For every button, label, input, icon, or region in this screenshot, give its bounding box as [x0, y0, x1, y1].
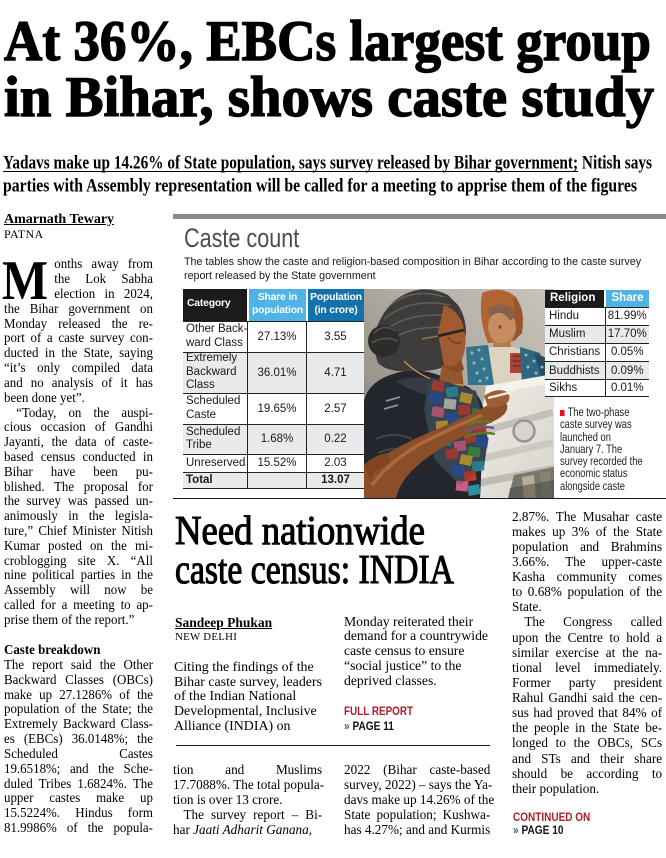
- svg-text:Yadavs make up 14.26% of State: Yadavs make up 14.26% of State populatio…: [3, 153, 652, 174]
- svg-text:At 36%, EBCs largest group: At 36%, EBCs largest group: [4, 10, 651, 73]
- svg-text:M: M: [2, 250, 48, 302]
- svg-text:Need nationwide: Need nationwide: [175, 507, 425, 553]
- svg-text:caste census: INDIA: caste census: INDIA: [175, 546, 454, 592]
- svg-text:in Bihar, shows caste study: in Bihar, shows caste study: [4, 66, 654, 129]
- svg-text:parties with Assembly represen: parties with Assembly representation wil…: [3, 176, 637, 197]
